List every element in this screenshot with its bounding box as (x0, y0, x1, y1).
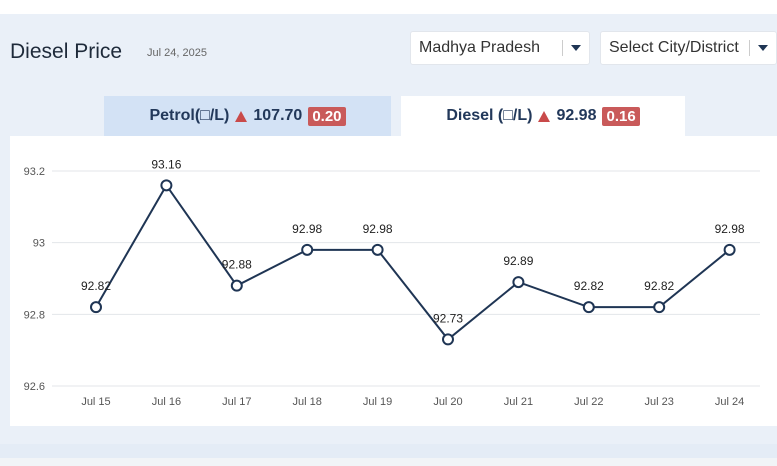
data-label: 92.89 (503, 254, 533, 268)
x-tick-label: Jul 15 (81, 396, 110, 408)
y-tick-label: 93 (33, 238, 45, 250)
data-point (442, 333, 454, 346)
data-label: 92.88 (222, 258, 252, 272)
data-label: 93.16 (151, 157, 181, 171)
data-label: 92.73 (433, 311, 463, 325)
x-tick-label: Jul 21 (504, 396, 533, 408)
tab-petrol-price: 107.70 (253, 107, 303, 124)
city-select-label: Select City/District (609, 39, 739, 56)
page-title: Diesel Price (10, 40, 123, 63)
select-separator (562, 40, 563, 56)
x-tick-label: Jul 16 (152, 396, 181, 408)
series-line (95, 183, 731, 341)
data-point (90, 301, 102, 314)
triangle-up-icon (235, 110, 248, 122)
select-separator (749, 40, 750, 56)
chevron-down-icon (571, 45, 581, 51)
y-tick-label: 92.8 (24, 309, 45, 321)
x-tick-label: Jul 19 (363, 396, 392, 408)
state-select-label: Madhya Pradesh (419, 39, 540, 56)
tab-diesel-price: 92.98 (556, 107, 597, 124)
data-point (371, 243, 384, 256)
data-label: 92.82 (81, 279, 111, 293)
data-label: 92.98 (363, 222, 393, 236)
tab-diesel-change-badge: 0.16 (602, 106, 640, 126)
tab-petrol[interactable]: Petrol(□/L) 107.70 0.20 (104, 96, 391, 136)
bottom-strip (0, 458, 777, 466)
x-tick-label: Jul 20 (433, 396, 462, 408)
x-tick-label: Jul 23 (645, 396, 674, 408)
data-point (723, 243, 736, 256)
state-select[interactable]: Madhya Pradesh (410, 31, 590, 65)
data-point (582, 301, 595, 314)
tab-petrol-label: Petrol(□/L) (149, 107, 230, 124)
price-line-chart: 93.2 93 92.8 92.6 Jul 15 Jul 16 Jul 17 Jul 18 Ju… (24, 157, 760, 408)
tab-diesel[interactable]: Diesel (□/L) 92.98 0.16 (401, 96, 685, 136)
x-tick-label: Jul 22 (574, 396, 603, 408)
x-tick-label: Jul 18 (293, 396, 322, 408)
price-date: Jul 24, 2025 (147, 47, 207, 59)
data-point (301, 243, 314, 256)
data-point (512, 276, 525, 289)
data-label: 92.82 (644, 279, 674, 293)
triangle-up-icon (538, 110, 551, 122)
data-label: 92.98 (715, 222, 745, 236)
city-select[interactable]: Select City/District (600, 31, 777, 65)
data-point (230, 279, 243, 292)
y-tick-label: 93.2 (24, 166, 45, 178)
data-point (653, 301, 666, 314)
x-tick-label: Jul 24 (715, 396, 744, 408)
top-strip (0, 0, 777, 14)
chevron-down-icon (758, 45, 768, 51)
tab-petrol-change-badge: 0.20 (308, 106, 346, 126)
tab-diesel-label: Diesel (□/L) (446, 107, 533, 124)
data-label: 92.82 (574, 279, 604, 293)
chart-card: 93.2 93 92.8 92.6 Jul 15 Jul 16 Jul 17 Jul 18 Ju… (10, 136, 777, 426)
data-point (160, 179, 173, 192)
x-tick-label: Jul 17 (222, 396, 251, 408)
y-tick-label: 92.6 (24, 381, 45, 393)
data-label: 92.98 (292, 222, 322, 236)
